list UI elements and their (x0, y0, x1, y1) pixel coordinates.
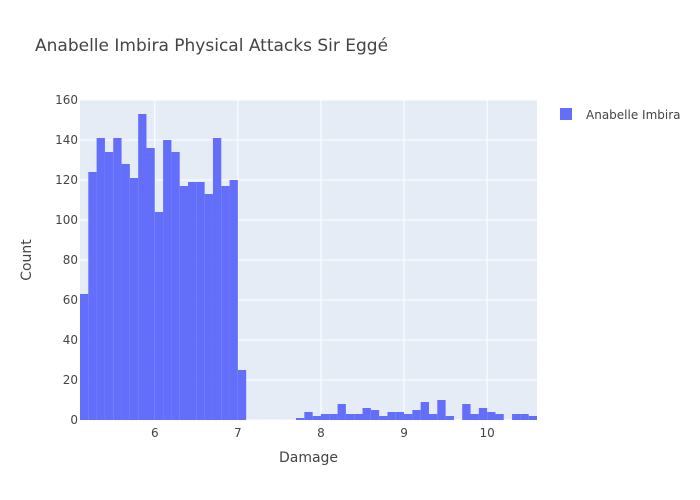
histogram-bar[interactable] (445, 416, 454, 420)
histogram-bar[interactable] (412, 410, 421, 420)
y-tick-label: 0 (70, 413, 78, 427)
x-axis-title: Damage (279, 450, 338, 466)
histogram-bar[interactable] (395, 412, 405, 420)
histogram-bar[interactable] (354, 414, 363, 420)
y-tick-label: 40 (63, 333, 78, 347)
histogram-bar[interactable] (179, 186, 189, 420)
y-tick-label: 80 (63, 253, 78, 267)
histogram-bar[interactable] (487, 412, 496, 420)
histogram-bar[interactable] (528, 416, 537, 420)
histogram-bar[interactable] (204, 194, 213, 420)
x-tick-label: 7 (234, 426, 242, 440)
histogram-bar[interactable] (88, 172, 97, 420)
histogram-bar[interactable] (512, 414, 521, 420)
y-tick-label: 60 (63, 293, 78, 307)
histogram-bar[interactable] (345, 414, 355, 420)
chart-title: Anabelle Imbira Physical Attacks Sir Egg… (35, 36, 388, 56)
legend-swatch[interactable] (560, 108, 572, 120)
histogram-bar[interactable] (470, 414, 479, 420)
histogram-bar[interactable] (146, 148, 155, 420)
histogram-bar[interactable] (80, 294, 89, 420)
x-tick-label: 6 (151, 426, 159, 440)
y-axis-title: Count (19, 239, 35, 281)
y-axis-ticks: 0 20 40 60 80 100 120 140 160 (55, 93, 78, 427)
bar-series (80, 114, 537, 420)
histogram-bar[interactable] (370, 410, 380, 420)
histogram-bar[interactable] (337, 404, 346, 420)
histogram-bar[interactable] (420, 402, 429, 420)
histogram-bar[interactable] (196, 182, 205, 420)
y-tick-label: 100 (55, 213, 78, 227)
histogram-bar[interactable] (362, 408, 371, 420)
histogram-bar[interactable] (296, 418, 305, 420)
histogram-bar[interactable] (163, 140, 172, 420)
x-axis-ticks: 6 7 8 9 10 (151, 426, 495, 440)
histogram-bar[interactable] (96, 138, 105, 420)
y-tick-label: 160 (55, 93, 78, 107)
histogram-bar[interactable] (379, 416, 388, 420)
histogram-bar[interactable] (121, 164, 130, 420)
legend[interactable]: Anabelle Imbira (560, 108, 681, 122)
y-tick-label: 120 (55, 173, 78, 187)
histogram-bar[interactable] (221, 186, 230, 420)
histogram-bar[interactable] (154, 212, 164, 420)
histogram-bar[interactable] (188, 182, 197, 420)
y-tick-label: 140 (55, 133, 78, 147)
histogram-bar[interactable] (312, 416, 321, 420)
x-tick-label: 8 (317, 426, 325, 440)
histogram-bar[interactable] (237, 370, 247, 420)
x-tick-label: 10 (480, 426, 495, 440)
x-tick-label: 9 (400, 426, 408, 440)
y-tick-label: 20 (63, 373, 78, 387)
histogram-bar[interactable] (304, 412, 313, 420)
legend-label[interactable]: Anabelle Imbira (586, 108, 681, 122)
histogram-bar[interactable] (437, 400, 446, 420)
histogram-bar[interactable] (462, 404, 471, 420)
histogram-bar[interactable] (171, 152, 180, 420)
histogram-bar[interactable] (387, 412, 396, 420)
histogram-bar[interactable] (329, 414, 338, 420)
histogram-bar[interactable] (404, 414, 413, 420)
histogram-bar[interactable] (129, 178, 139, 420)
histogram-bar[interactable] (320, 414, 330, 420)
histogram-bar[interactable] (104, 152, 114, 420)
histogram-bar[interactable] (520, 414, 529, 420)
histogram-bar[interactable] (138, 114, 147, 420)
histogram-bar[interactable] (495, 414, 504, 420)
histogram-bar[interactable] (428, 414, 438, 420)
histogram-bar[interactable] (212, 138, 222, 420)
histogram-bar[interactable] (113, 138, 122, 420)
histogram-bar[interactable] (229, 180, 238, 420)
histogram-bar[interactable] (478, 408, 488, 420)
